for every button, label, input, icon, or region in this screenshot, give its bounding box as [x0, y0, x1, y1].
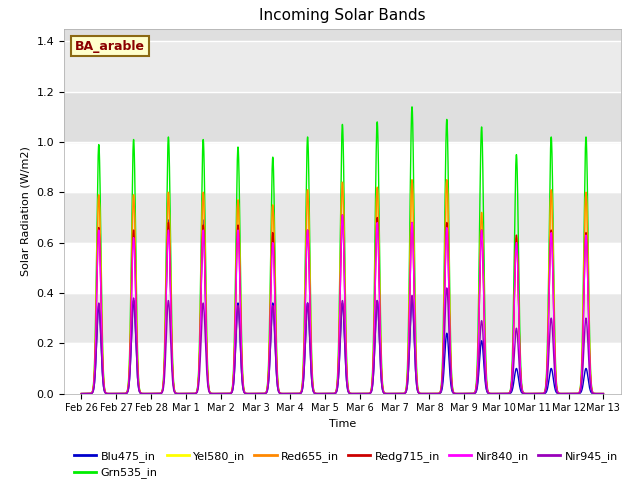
- Redg715_in: [77, 391, 85, 396]
- Yel580_in: [443, 177, 451, 183]
- Grn535_in: [598, 391, 605, 396]
- Line: Nir945_in: Nir945_in: [81, 288, 604, 394]
- Redg715_in: [598, 391, 605, 396]
- Yel580_in: [189, 391, 197, 396]
- Nir945_in: [273, 377, 280, 383]
- Red655_in: [189, 391, 197, 396]
- Line: Yel580_in: Yel580_in: [81, 180, 604, 394]
- Nir945_in: [598, 391, 605, 396]
- Yel580_in: [77, 391, 85, 396]
- Red655_in: [598, 391, 605, 396]
- Redg715_in: [600, 391, 607, 396]
- Blu475_in: [184, 391, 191, 396]
- Nir945_in: [189, 391, 197, 396]
- Nir840_in: [189, 391, 197, 396]
- Blu475_in: [600, 391, 607, 396]
- Nir840_in: [488, 391, 496, 396]
- Red655_in: [488, 391, 496, 396]
- Nir840_in: [598, 391, 605, 396]
- Grn535_in: [408, 104, 416, 110]
- Yel580_in: [414, 388, 422, 394]
- Blu475_in: [77, 391, 85, 396]
- Legend: Blu475_in, Grn535_in, Yel580_in, Red655_in, Redg715_in, Nir840_in, Nir945_in: Blu475_in, Grn535_in, Yel580_in, Red655_…: [70, 446, 622, 480]
- Nir840_in: [600, 391, 607, 396]
- Nir840_in: [77, 391, 85, 396]
- Grn535_in: [189, 391, 197, 396]
- Bar: [64, 29, 621, 142]
- Blu475_in: [488, 391, 496, 396]
- Grn535_in: [600, 391, 607, 396]
- Redg715_in: [414, 389, 422, 395]
- Line: Blu475_in: Blu475_in: [81, 220, 604, 394]
- Redg715_in: [339, 212, 346, 218]
- Grn535_in: [414, 387, 422, 393]
- Red655_in: [600, 391, 607, 396]
- Yel580_in: [600, 391, 607, 396]
- Y-axis label: Solar Radiation (W/m2): Solar Radiation (W/m2): [21, 146, 31, 276]
- Line: Grn535_in: Grn535_in: [81, 107, 604, 394]
- Nir945_in: [600, 391, 607, 396]
- Redg715_in: [273, 365, 280, 371]
- Red655_in: [414, 388, 422, 394]
- Blu475_in: [273, 377, 281, 383]
- Yel580_in: [598, 391, 605, 396]
- Bar: [64, 343, 621, 394]
- Redg715_in: [189, 391, 197, 396]
- Red655_in: [184, 391, 191, 396]
- Blu475_in: [189, 391, 197, 396]
- Nir840_in: [414, 389, 422, 395]
- Line: Redg715_in: Redg715_in: [81, 215, 604, 394]
- Red655_in: [77, 391, 85, 396]
- Line: Red655_in: Red655_in: [81, 180, 604, 394]
- Red655_in: [273, 360, 280, 366]
- Line: Nir840_in: Nir840_in: [81, 215, 604, 394]
- Nir945_in: [443, 285, 451, 291]
- Yel580_in: [184, 391, 191, 396]
- Nir945_in: [184, 391, 191, 396]
- Bar: [64, 243, 621, 293]
- Bar: [64, 142, 621, 192]
- Red655_in: [443, 177, 451, 183]
- Nir840_in: [184, 391, 191, 396]
- Nir945_in: [77, 391, 85, 396]
- Nir945_in: [414, 389, 422, 395]
- X-axis label: Time: Time: [329, 419, 356, 429]
- Title: Incoming Solar Bands: Incoming Solar Bands: [259, 9, 426, 24]
- Grn535_in: [488, 391, 496, 396]
- Grn535_in: [273, 353, 280, 359]
- Yel580_in: [488, 391, 496, 396]
- Blu475_in: [598, 391, 605, 396]
- Nir840_in: [273, 366, 280, 372]
- Nir840_in: [339, 212, 346, 218]
- Bar: [64, 41, 621, 92]
- Nir945_in: [488, 391, 496, 396]
- Redg715_in: [488, 391, 496, 396]
- Text: BA_arable: BA_arable: [75, 40, 145, 53]
- Grn535_in: [184, 391, 191, 396]
- Blu475_in: [164, 217, 172, 223]
- Yel580_in: [273, 360, 280, 366]
- Redg715_in: [184, 391, 191, 396]
- Blu475_in: [414, 390, 422, 396]
- Grn535_in: [77, 391, 85, 396]
